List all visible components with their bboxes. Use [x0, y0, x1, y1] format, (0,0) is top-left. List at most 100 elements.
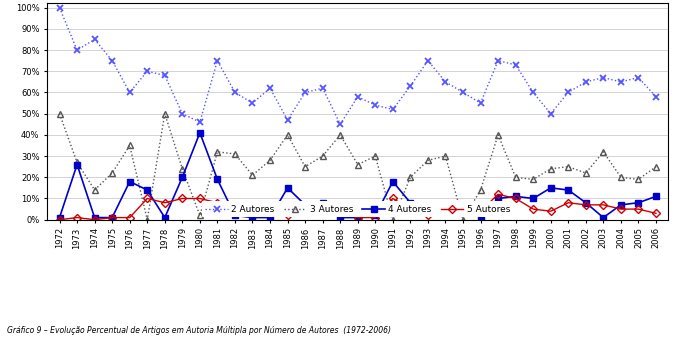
3 Autores: [599, 150, 608, 154]
4 Autores: [529, 196, 537, 200]
5 Autores: [143, 196, 151, 200]
2 Autores: [108, 58, 116, 63]
4 Autores: [55, 216, 63, 220]
2 Autores: [564, 91, 572, 95]
5 Autores: [424, 213, 432, 217]
3 Autores: [406, 175, 414, 179]
5 Autores: [73, 216, 81, 220]
3 Autores: [494, 133, 502, 137]
4 Autores: [354, 216, 362, 220]
5 Autores: [634, 207, 643, 211]
3 Autores: [564, 165, 572, 169]
5 Autores: [319, 205, 327, 209]
4 Autores: [248, 216, 256, 220]
2 Autores: [178, 112, 186, 116]
2 Autores: [301, 91, 309, 95]
5 Autores: [178, 196, 186, 200]
4 Autores: [634, 201, 643, 205]
3 Autores: [213, 150, 221, 154]
2 Autores: [634, 76, 643, 80]
3 Autores: [371, 154, 379, 158]
4 Autores: [617, 203, 625, 207]
3 Autores: [284, 133, 292, 137]
2 Autores: [512, 63, 520, 67]
5 Autores: [459, 209, 467, 213]
3 Autores: [55, 112, 63, 116]
2 Autores: [547, 112, 555, 116]
2 Autores: [213, 58, 221, 63]
3 Autores: [354, 163, 362, 167]
3 Autores: [248, 173, 256, 177]
4 Autores: [196, 131, 204, 135]
4 Autores: [389, 179, 397, 184]
5 Autores: [90, 218, 99, 222]
4 Autores: [319, 201, 327, 205]
4 Autores: [494, 196, 502, 200]
2 Autores: [231, 91, 239, 95]
4 Autores: [547, 186, 555, 190]
5 Autores: [371, 216, 379, 220]
5 Autores: [564, 201, 572, 205]
4 Autores: [652, 194, 660, 198]
2 Autores: [248, 101, 256, 105]
3 Autores: [143, 218, 151, 222]
2 Autores: [459, 91, 467, 95]
2 Autores: [424, 58, 432, 63]
3 Autores: [231, 152, 239, 156]
2 Autores: [477, 101, 485, 105]
2 Autores: [336, 122, 344, 126]
2 Autores: [284, 118, 292, 122]
4 Autores: [459, 203, 467, 207]
3 Autores: [634, 177, 643, 182]
4 Autores: [441, 203, 450, 207]
3 Autores: [582, 171, 590, 175]
2 Autores: [371, 103, 379, 107]
4 Autores: [108, 216, 116, 220]
2 Autores: [90, 38, 99, 42]
2 Autores: [599, 76, 608, 80]
5 Autores: [266, 207, 274, 211]
4 Autores: [126, 179, 134, 184]
Legend: 2 Autores, 3 Autores, 4 Autores, 5 Autores: 2 Autores, 3 Autores, 4 Autores, 5 Autor…: [202, 201, 514, 217]
4 Autores: [406, 201, 414, 205]
5 Autores: [354, 216, 362, 220]
5 Autores: [617, 207, 625, 211]
5 Autores: [336, 205, 344, 209]
Line: 4 Autores: 4 Autores: [57, 130, 659, 220]
5 Autores: [477, 209, 485, 213]
3 Autores: [652, 165, 660, 169]
4 Autores: [178, 175, 186, 179]
3 Autores: [389, 218, 397, 222]
3 Autores: [459, 218, 467, 222]
5 Autores: [126, 216, 134, 220]
4 Autores: [582, 201, 590, 205]
5 Autores: [441, 209, 450, 213]
2 Autores: [266, 86, 274, 90]
2 Autores: [617, 80, 625, 84]
2 Autores: [529, 91, 537, 95]
3 Autores: [512, 175, 520, 179]
4 Autores: [336, 216, 344, 220]
Text: Gráfico 9 – Evolução Percentual de Artigos em Autoria Múltipla por Número de Aut: Gráfico 9 – Evolução Percentual de Artig…: [7, 325, 391, 335]
3 Autores: [126, 143, 134, 147]
4 Autores: [266, 216, 274, 220]
2 Autores: [582, 80, 590, 84]
3 Autores: [441, 154, 450, 158]
3 Autores: [73, 161, 81, 165]
3 Autores: [301, 165, 309, 169]
3 Autores: [547, 167, 555, 171]
2 Autores: [441, 80, 450, 84]
Line: 3 Autores: 3 Autores: [56, 110, 659, 223]
3 Autores: [477, 188, 485, 192]
5 Autores: [582, 203, 590, 207]
5 Autores: [231, 205, 239, 209]
2 Autores: [143, 69, 151, 73]
2 Autores: [389, 107, 397, 112]
5 Autores: [652, 211, 660, 215]
3 Autores: [617, 175, 625, 179]
5 Autores: [196, 196, 204, 200]
5 Autores: [494, 192, 502, 196]
3 Autores: [266, 158, 274, 162]
4 Autores: [424, 203, 432, 207]
4 Autores: [73, 163, 81, 167]
